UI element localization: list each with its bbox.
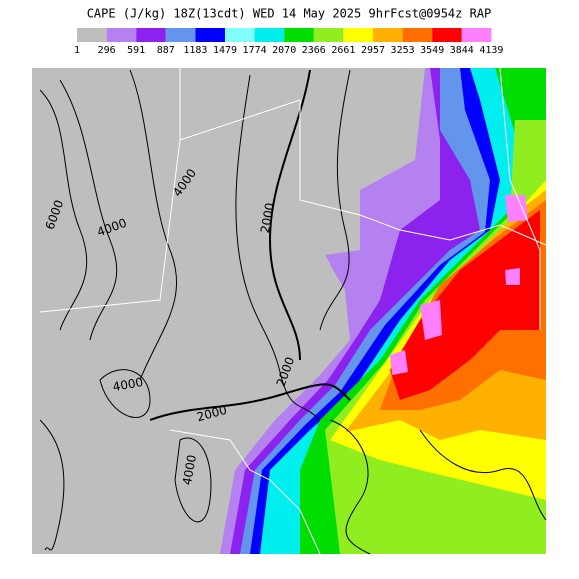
legend-label: 2957	[361, 45, 385, 56]
legend-label: 3549	[420, 45, 444, 56]
legend-swatch	[402, 28, 433, 42]
map	[32, 67, 547, 555]
legend-label: 296	[98, 45, 116, 56]
title: CAPE (J/kg) 18Z(13cdt) WED 14 May 2025 9…	[87, 7, 492, 21]
legend-swatch	[195, 28, 225, 42]
legend-swatch	[432, 28, 462, 42]
legend-label: 1774	[243, 45, 267, 56]
legend-swatch	[106, 28, 137, 42]
legend-label: 591	[127, 45, 145, 56]
contours	[39, 69, 547, 555]
legend-label: 887	[157, 45, 175, 56]
legend-label: 3253	[391, 45, 415, 56]
legend-swatch	[313, 28, 344, 42]
contour-label: 4000	[112, 375, 145, 394]
legend-swatch	[136, 28, 166, 42]
legend-swatch	[254, 28, 285, 42]
legend-label: 1183	[183, 45, 207, 56]
legend-label: 2661	[331, 45, 355, 56]
contour-label: 2000	[258, 202, 277, 235]
legend-swatch	[461, 28, 492, 42]
legend-label: 1	[74, 45, 80, 56]
legend-swatch	[343, 28, 373, 42]
legend-swatch	[373, 28, 403, 42]
legend-swatch	[225, 28, 255, 42]
cape-region	[420, 300, 442, 340]
contour-label: 4000	[180, 454, 199, 487]
legend-label: 4139	[479, 45, 503, 56]
legend: 1 296 591 887 1183 1479 1774 2070 2366 2661 2957 32…	[74, 28, 503, 56]
legend-label: 1479	[213, 45, 237, 56]
cape-region	[325, 250, 368, 272]
cape-region	[505, 195, 528, 222]
cape-region	[390, 350, 408, 375]
cape-region	[505, 268, 520, 285]
legend-label: 2070	[272, 45, 296, 56]
legend-label: 2366	[302, 45, 326, 56]
legend-swatch	[165, 28, 196, 42]
legend-label: 3844	[450, 45, 474, 56]
legend-swatch	[284, 28, 314, 42]
legend-swatch	[77, 28, 107, 42]
borders	[39, 67, 547, 555]
cape-region	[390, 210, 540, 400]
